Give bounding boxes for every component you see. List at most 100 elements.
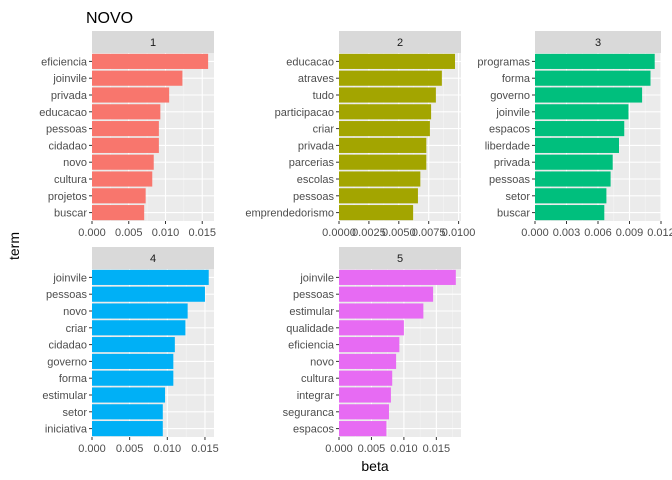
facet-panel-1: 1 0.000 0.005 0.010 0.015 eficiencia joinvile p… [39,31,216,239]
x-tick-label: 0.0025 [352,227,386,239]
y-tick-label: cidadao [48,340,87,352]
x-tick-label: 0.0100 [442,227,476,239]
bar-participacao [339,104,432,120]
bar-liberdade [535,137,619,153]
bar-emprendedorismo [339,205,414,221]
y-tick-label: projetos [48,191,88,203]
bar-forma [92,370,174,386]
x-tick-label: 0.010 [152,227,180,239]
x-tick-label: 0.015 [191,443,219,455]
y-tick-label: governo [47,356,87,368]
x-tick-label: 0.000 [78,227,106,239]
bar-projetos [92,188,146,204]
y-tick-label: privada [494,157,531,169]
y-tick-label: cidadao [48,140,87,152]
bar-governo [92,353,174,369]
bar-forma [535,70,651,86]
y-tick-label: eficiencia [288,340,335,352]
bar-pessoas [92,286,205,302]
bar-educacao [92,104,161,120]
y-tick-label: tudo [313,90,334,102]
bar-criar [339,121,430,137]
y-tick-label: buscar [497,208,530,220]
x-tick-label: 0.010 [154,443,182,455]
y-tick-label: seguranca [283,407,335,419]
bar-tudo [339,87,436,103]
bar-integrar [339,387,391,403]
facet-strip-label: 5 [397,253,403,265]
y-tick-label: joinvile [52,272,87,284]
x-tick-label: 0.005 [116,443,144,455]
bar-criar [92,320,186,336]
bar-iniciativa [92,421,163,437]
facet-strip [535,31,661,53]
bar-espacos [339,421,387,437]
bar-novo [339,353,397,369]
chart-title: NOVO [86,10,133,27]
y-axis-title: term [6,232,22,260]
y-tick-label: integrar [297,390,335,402]
bar-joinvile [92,269,209,285]
facet-strip-label: 2 [397,37,403,49]
y-tick-label: atraves [298,73,335,85]
y-tick-label: novo [63,306,87,318]
bar-eficiencia [92,53,209,69]
y-tick-label: pessoas [46,124,87,136]
y-tick-label: setor [63,407,88,419]
y-tick-label: forma [502,73,531,85]
x-tick-label: 0.000 [325,443,353,455]
y-tick-label: buscar [54,208,87,220]
bar-programas [535,53,655,69]
bar-joinvile [339,269,456,285]
y-tick-label: cultura [301,373,335,385]
facet-strip-label: 3 [595,37,601,49]
y-tick-label: pessoas [293,289,334,301]
bar-cultura [339,370,393,386]
y-tick-label: iniciativa [45,424,88,436]
x-tick-label: 0.003 [553,227,581,239]
facet-strip [92,31,214,53]
facet-strip-label: 4 [150,253,156,265]
bar-pessoas [535,171,611,187]
y-tick-label: educacao [39,107,87,119]
x-tick-label: 0.012 [647,227,672,239]
x-tick-label: 0.0075 [412,227,446,239]
bar-pessoas [339,286,434,302]
x-axis-title: beta [361,458,388,474]
x-tick-label: 0.0000 [322,227,356,239]
y-tick-label: participacao [275,107,334,119]
x-tick-label: 0.010 [390,443,418,455]
bar-espacos [535,121,625,137]
bar-estimular [92,387,166,403]
x-tick-label: 0.005 [358,443,386,455]
y-tick-label: joinvile [495,107,530,119]
bar-setor [535,188,607,204]
y-tick-label: criar [66,323,88,335]
bar-joinvile [535,104,629,120]
y-tick-label: espacos [489,124,530,136]
y-tick-label: forma [59,373,88,385]
bar-escolas [339,171,421,187]
y-tick-label: privada [51,90,88,102]
y-tick-label: criar [313,124,335,136]
bar-parcerias [339,154,427,170]
y-tick-label: educacao [286,56,334,68]
y-tick-label: setor [506,191,531,203]
bar-pessoas [339,188,418,204]
y-tick-label: espacos [293,424,334,436]
bar-educacao [339,53,456,69]
facet-panel-4: 4 0.000 0.005 0.010 0.015 joinvile pessoas novo… [42,247,219,455]
x-tick-label: 0.000 [78,443,106,455]
y-tick-label: qualidade [286,323,334,335]
bar-buscar [535,205,605,221]
facet-strip [339,31,461,53]
bar-privada [92,87,170,103]
bar-governo [535,87,643,103]
y-tick-label: novo [63,157,87,169]
bar-atraves [339,70,442,86]
facet-panels: 1 0.000 0.005 0.010 0.015 eficiencia joinvile p… [39,31,672,455]
y-tick-label: programas [477,56,530,68]
bar-cultura [92,171,153,187]
x-tick-label: 0.015 [188,227,216,239]
